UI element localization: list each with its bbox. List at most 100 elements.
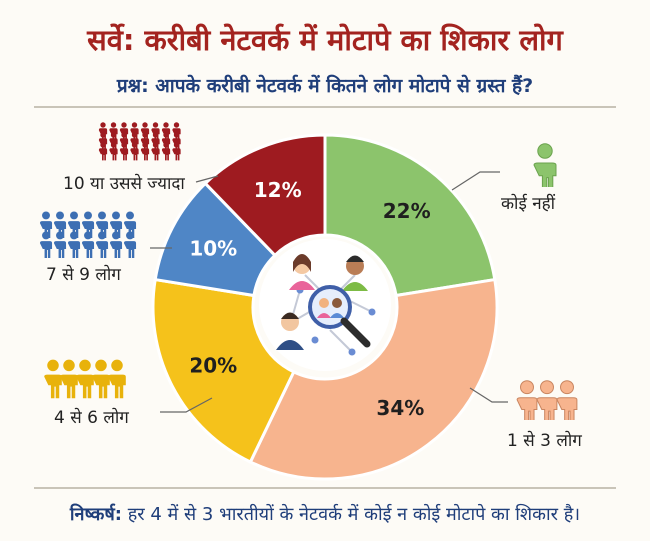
value-label-4-6: 20% bbox=[189, 353, 237, 377]
category-label-7-9: 7 से 9 लोग bbox=[46, 265, 121, 285]
value-label-none: 22% bbox=[383, 199, 431, 223]
person-head bbox=[42, 231, 50, 240]
person-head bbox=[173, 132, 180, 138]
leader-lines bbox=[150, 171, 508, 413]
person-head bbox=[520, 380, 534, 395]
person-head bbox=[42, 211, 50, 220]
person-body bbox=[123, 241, 137, 258]
person-head bbox=[540, 380, 554, 395]
person-body bbox=[172, 148, 181, 161]
value-label-1-3: 34% bbox=[376, 396, 424, 420]
chart-title: सर्वे: करीबी नेटवर्क में मोटापे का शिकार… bbox=[87, 23, 563, 57]
person-head bbox=[131, 132, 138, 138]
person-none-icon bbox=[533, 143, 557, 187]
person-head bbox=[126, 231, 134, 240]
person-head bbox=[173, 122, 180, 128]
person-head bbox=[110, 142, 117, 148]
person-head bbox=[537, 143, 553, 159]
person-body bbox=[76, 374, 94, 399]
person-head bbox=[47, 359, 59, 372]
survey-question: प्रश्न: आपके करीबी नेटवर्क में कितने लोग… bbox=[116, 75, 534, 97]
person-body bbox=[516, 397, 538, 420]
person-body bbox=[151, 148, 160, 161]
donut-slice-none bbox=[323, 133, 497, 298]
category-label-4-6: 4 से 6 लोग bbox=[54, 408, 129, 428]
person-head bbox=[131, 122, 138, 128]
person-head bbox=[112, 211, 120, 220]
person-head bbox=[84, 211, 92, 220]
person-body bbox=[140, 148, 150, 161]
person-head bbox=[110, 122, 117, 128]
person-head bbox=[163, 132, 169, 138]
person-body bbox=[109, 241, 123, 258]
person-head bbox=[142, 132, 148, 138]
person-head bbox=[56, 231, 64, 240]
category-label-1-3: 1 से 3 लोग bbox=[507, 431, 582, 451]
person-head bbox=[95, 359, 107, 372]
people-group-4-6-icon bbox=[44, 359, 126, 399]
conclusion-text: निष्कर्ष: हर 4 में से 3 भारतीयों के नेटव… bbox=[0, 502, 650, 526]
donut-slice-4-6 bbox=[151, 277, 296, 464]
person-body bbox=[67, 241, 81, 258]
person-head bbox=[560, 380, 574, 395]
person-body bbox=[44, 374, 62, 399]
person-head bbox=[100, 132, 106, 138]
person-head bbox=[152, 142, 159, 148]
people-group-7-9-icon bbox=[39, 211, 137, 258]
person-head bbox=[98, 231, 106, 240]
person-body bbox=[92, 374, 110, 399]
people-group-10-plus-icon bbox=[98, 122, 181, 161]
donut-slice-10-plus bbox=[203, 133, 327, 258]
person-head bbox=[79, 359, 91, 372]
leader-line-10-plus bbox=[195, 175, 219, 183]
conclusion-body: हर 4 में से 3 भारतीयों के नेटवर्क में को… bbox=[127, 504, 581, 525]
person-head bbox=[152, 122, 159, 128]
person-head bbox=[131, 142, 138, 148]
person-head bbox=[100, 142, 106, 148]
person-body bbox=[60, 374, 78, 399]
top-divider bbox=[34, 106, 616, 108]
person-head bbox=[126, 211, 134, 220]
person-head bbox=[142, 122, 148, 128]
people-group-1-3-icon bbox=[516, 380, 578, 420]
person-head bbox=[121, 122, 127, 128]
person-body bbox=[556, 397, 578, 420]
person-body bbox=[109, 148, 118, 161]
person-body bbox=[81, 241, 95, 258]
category-label-10-plus: 10 या उससे ज्यादा bbox=[63, 174, 185, 194]
person-head bbox=[163, 142, 169, 148]
person-body bbox=[533, 162, 557, 187]
person-body bbox=[130, 148, 139, 161]
person-head bbox=[70, 231, 78, 240]
person-head bbox=[56, 211, 64, 220]
person-head bbox=[111, 359, 123, 372]
person-body bbox=[536, 397, 558, 420]
person-body bbox=[98, 148, 108, 161]
person-head bbox=[70, 211, 78, 220]
category-label-none: कोई नहीं bbox=[501, 194, 556, 214]
person-body bbox=[53, 241, 67, 258]
person-body bbox=[161, 148, 171, 161]
person-head bbox=[98, 211, 106, 220]
person-head bbox=[63, 359, 75, 372]
bottom-divider bbox=[34, 487, 616, 489]
conclusion-label: निष्कर्ष: bbox=[69, 504, 122, 525]
person-head bbox=[84, 231, 92, 240]
person-head bbox=[100, 122, 106, 128]
person-body bbox=[108, 374, 126, 399]
leader-line-none bbox=[451, 171, 500, 191]
donut-slice-1-3 bbox=[248, 277, 499, 481]
person-body bbox=[95, 241, 109, 258]
person-head bbox=[152, 132, 159, 138]
person-head bbox=[121, 142, 127, 148]
donut-slices bbox=[151, 133, 499, 481]
person-head bbox=[163, 122, 169, 128]
donut-value-labels: 22% 34% 20% 10% 12% bbox=[189, 178, 430, 420]
person-body bbox=[119, 148, 129, 161]
person-head bbox=[112, 231, 120, 240]
person-head bbox=[142, 142, 148, 148]
person-head bbox=[173, 142, 180, 148]
person-head bbox=[110, 132, 117, 138]
value-label-7-9: 10% bbox=[189, 237, 237, 261]
